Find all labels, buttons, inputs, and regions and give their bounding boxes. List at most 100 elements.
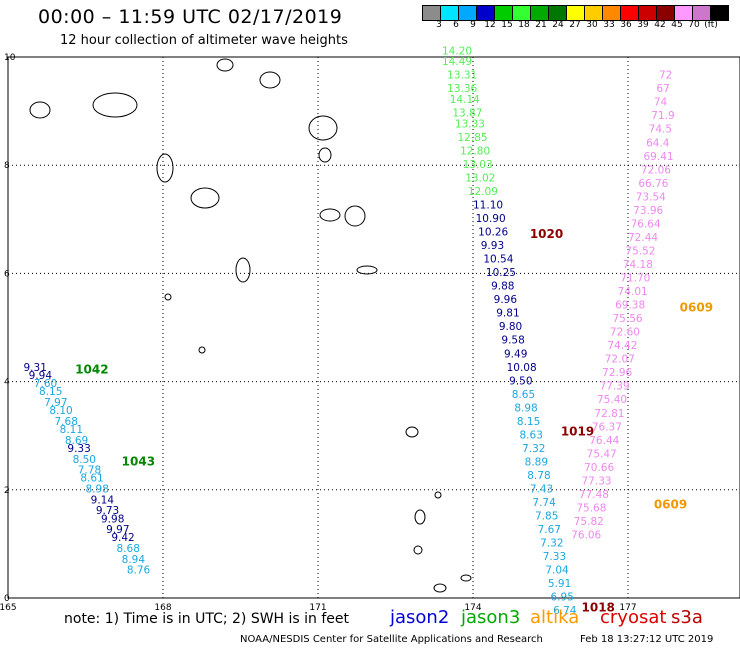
scale-swatch bbox=[584, 5, 602, 21]
wave-height-value: 11.10 bbox=[473, 199, 503, 211]
wave-height-value: 9.94 bbox=[29, 370, 53, 382]
wave-height-value: 77.39 bbox=[600, 381, 630, 393]
wave-height-value: 64.4 bbox=[646, 137, 670, 149]
wave-height-value: 13.03 bbox=[463, 159, 493, 171]
wave-height-value: 13.31 bbox=[447, 70, 477, 82]
wave-height-value: 74 bbox=[654, 97, 668, 109]
scale-label: 21 bbox=[535, 20, 547, 30]
island-outline bbox=[235, 257, 251, 283]
scale-label: 36 bbox=[620, 20, 632, 30]
color-scale bbox=[422, 5, 729, 21]
wave-height-value: 72.44 bbox=[628, 232, 658, 244]
scale-swatch bbox=[530, 5, 548, 21]
scale-label: (ft) bbox=[704, 20, 718, 30]
island-outline bbox=[434, 491, 442, 499]
wave-height-value: 72 bbox=[659, 70, 672, 82]
wave-height-value: 14.14 bbox=[450, 94, 480, 106]
wave-height-value: 72.81 bbox=[594, 408, 624, 420]
wave-height-value: 7.74 bbox=[532, 497, 556, 509]
wave-height-value: 9.81 bbox=[496, 308, 519, 320]
wave-height-value: 13.36 bbox=[447, 83, 477, 95]
wave-height-value: 8.89 bbox=[525, 456, 548, 468]
wave-height-value: 66.76 bbox=[638, 178, 668, 190]
wave-height-value: 67 bbox=[656, 83, 669, 95]
wave-height-value: 74.42 bbox=[607, 340, 637, 352]
wave-height-value: 9.42 bbox=[111, 532, 134, 544]
wave-height-value: 8.98 bbox=[86, 484, 109, 496]
y-tick-label: 6 bbox=[4, 269, 10, 279]
wave-height-value: 9.50 bbox=[509, 375, 532, 387]
wave-height-value: 9.33 bbox=[67, 443, 90, 455]
scale-swatch bbox=[620, 5, 638, 21]
wave-height-value: 7.43 bbox=[530, 484, 553, 496]
scale-label: 39 bbox=[637, 20, 649, 30]
wave-height-value: 9.98 bbox=[101, 513, 124, 525]
wave-height-value: 74.01 bbox=[618, 286, 648, 298]
wave-height-value: 75.47 bbox=[587, 448, 617, 460]
wave-height-value: 75.52 bbox=[625, 245, 655, 257]
scale-swatch bbox=[692, 5, 710, 21]
wave-height-value: 8.63 bbox=[520, 429, 543, 441]
wave-height-value: 12.09 bbox=[468, 186, 498, 198]
wave-height-value: 8.11 bbox=[60, 424, 83, 436]
scale-label: 30 bbox=[586, 20, 598, 30]
x-tick-label: 168 bbox=[154, 603, 171, 613]
pass-time-label: 1043 bbox=[122, 454, 155, 468]
wave-height-value: 8.78 bbox=[527, 470, 550, 482]
wave-height-value: 8.15 bbox=[39, 386, 62, 398]
wave-height-value: 10.54 bbox=[483, 254, 513, 266]
island-outline bbox=[344, 205, 366, 227]
scale-label: 42 bbox=[654, 20, 666, 30]
wave-height-value: 9.88 bbox=[491, 281, 514, 293]
island-outline bbox=[190, 187, 220, 209]
wave-height-value: 9.93 bbox=[481, 240, 504, 252]
wave-height-value: 71.70 bbox=[620, 273, 650, 285]
page-subtitle: 12 hour collection of altimeter wave hei… bbox=[60, 33, 348, 48]
wave-height-value: 8.10 bbox=[49, 405, 72, 417]
island-outline bbox=[318, 147, 332, 163]
scale-label: 33 bbox=[603, 20, 615, 30]
wave-height-value: 14.49 bbox=[442, 56, 472, 68]
scale-label: 45 bbox=[671, 20, 683, 30]
footer-note: note: 1) Time is in UTC; 2) SWH is in fe… bbox=[64, 611, 350, 627]
scale-label: 15 bbox=[501, 20, 513, 30]
wave-height-value: 5.91 bbox=[548, 578, 571, 590]
wave-height-value: 13.87 bbox=[452, 108, 482, 120]
wave-height-value: 7.78 bbox=[78, 465, 101, 477]
scale-label: 18 bbox=[518, 20, 530, 30]
wave-height-value: 8.98 bbox=[514, 402, 537, 414]
wave-height-value: 76.37 bbox=[592, 421, 622, 433]
y-tick-label: 10 bbox=[4, 53, 16, 63]
wave-height-value: 74.5 bbox=[649, 124, 672, 136]
wave-height-value: 76.06 bbox=[571, 529, 601, 541]
scale-swatch bbox=[422, 5, 440, 21]
scale-swatch bbox=[638, 5, 656, 21]
scale-swatch bbox=[602, 5, 620, 21]
scale-swatch bbox=[512, 5, 530, 21]
wave-height-value: 71.9 bbox=[651, 110, 674, 122]
wave-height-value: 8.50 bbox=[73, 454, 96, 466]
legend-altika: altika bbox=[530, 607, 580, 628]
generated-timestamp: Feb 18 13:27:12 UTC 2019 bbox=[580, 634, 714, 645]
wave-height-value: 7.32 bbox=[540, 538, 563, 550]
wave-height-value: 8.15 bbox=[517, 416, 540, 428]
pass-time-label: 1020 bbox=[530, 227, 563, 241]
island-outline bbox=[216, 58, 234, 72]
wave-height-value: 7.68 bbox=[55, 416, 78, 428]
island-outline bbox=[259, 71, 281, 89]
island-outline bbox=[433, 583, 447, 593]
scale-swatch bbox=[566, 5, 584, 21]
wave-height-value: 72.06 bbox=[641, 164, 671, 176]
wave-height-value: 8.61 bbox=[80, 473, 103, 485]
wave-height-value: 8.94 bbox=[122, 554, 146, 566]
scale-label: 27 bbox=[569, 20, 581, 30]
wave-height-value: 76.44 bbox=[589, 435, 619, 447]
scale-label: 24 bbox=[552, 20, 564, 30]
wave-height-value: 69.38 bbox=[615, 300, 645, 312]
y-tick-label: 4 bbox=[4, 378, 10, 388]
scale-label: 12 bbox=[484, 20, 496, 30]
wave-height-value: 75.56 bbox=[613, 313, 643, 325]
scale-swatch bbox=[440, 5, 458, 21]
legend-jason2: jason2 bbox=[390, 607, 450, 628]
island-outline bbox=[164, 293, 172, 301]
